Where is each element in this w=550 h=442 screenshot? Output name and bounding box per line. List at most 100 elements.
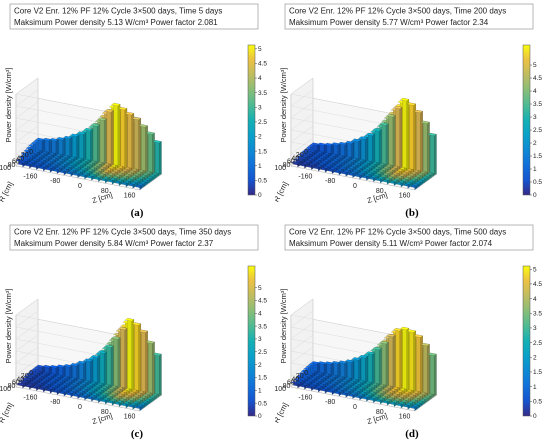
- z-axis-tick-label: 160: [124, 414, 136, 421]
- colorbar-tick-label: 5: [533, 266, 537, 273]
- z-axis-tick-label: -160: [23, 173, 37, 180]
- z-axis-tick-label: 80: [376, 188, 384, 195]
- bar: [358, 354, 368, 384]
- r-tick-label: 60: [287, 380, 295, 387]
- bar: [372, 346, 382, 387]
- bar: [393, 328, 403, 391]
- bar: [49, 365, 59, 377]
- colorbar-tick-label: 5: [258, 285, 262, 292]
- bar: [111, 102, 121, 168]
- panel-label: (b): [405, 207, 419, 219]
- z-axis-tick-label: 160: [399, 193, 411, 200]
- z-axis-label: Z [cm]: [366, 411, 389, 426]
- colorbar-tick-label: 4: [258, 75, 262, 82]
- colorbar-tick-label: 5: [533, 62, 537, 69]
- colorbar-tick-label: 2.5: [533, 127, 542, 134]
- panel-label: (a): [131, 207, 144, 219]
- chart-svg: Core V2 Enr. 12% PF 12% Cycle 3×500 days…: [0, 224, 267, 440]
- r-tick-label: 20: [296, 373, 304, 380]
- bar: [90, 355, 100, 385]
- colorbar: [247, 44, 256, 196]
- bar: [324, 361, 334, 377]
- header-line-1: Core V2 Enr. 12% PF 12% Cycle 3×500 days…: [289, 228, 506, 237]
- header-box: [284, 3, 534, 30]
- colorbar-tick-label: 2.5: [258, 119, 267, 126]
- colorbar-tick-label: 1.5: [533, 153, 542, 160]
- colorbar-tick-label: 4: [258, 310, 262, 317]
- grid-line: [290, 310, 416, 352]
- bar: [118, 107, 128, 170]
- bar: [42, 137, 52, 155]
- colorbar-tick-label: 1.5: [258, 375, 267, 382]
- colorbar-tick-label: 3.5: [533, 310, 542, 317]
- z-axis-tick-label: 80: [101, 188, 109, 195]
- z-axis-tick-label: 160: [399, 414, 411, 421]
- colorbar: [522, 265, 531, 417]
- z-axis-tick-label: -160: [23, 394, 37, 401]
- z-axis-tick-label: -80: [50, 399, 60, 406]
- bar: [310, 361, 320, 375]
- bar: [42, 364, 52, 376]
- z-axis-tick-label: 80: [101, 409, 109, 416]
- bar: [145, 131, 155, 175]
- r-tick-label: 60: [287, 159, 295, 166]
- bar: [104, 109, 114, 167]
- colorbar-tick-label: 1.5: [533, 369, 542, 376]
- r-tick-label: 0: [304, 149, 308, 156]
- z-axis-label: Z [cm]: [366, 190, 389, 205]
- bar: [427, 352, 437, 397]
- bar: [35, 364, 45, 375]
- colorbar-tick-label: 3.5: [258, 90, 267, 97]
- bar: [124, 111, 135, 171]
- bar: [97, 350, 107, 387]
- bar: [386, 114, 396, 168]
- bar: [331, 361, 341, 379]
- colorbar-tick-label: 2: [533, 354, 537, 361]
- colorbar-tick-label: 4.5: [533, 281, 542, 288]
- bar: [365, 351, 375, 385]
- header-line-1: Core V2 Enr. 12% PF 12% Cycle 3×500 days…: [14, 228, 231, 237]
- colorbar-tick-label: 4.5: [258, 61, 267, 68]
- bar: [124, 318, 135, 392]
- r-tick-label: 60: [12, 380, 20, 387]
- header-line-1: Core V2 Enr. 12% PF 12% Cycle 3×500 days…: [289, 7, 506, 16]
- bar: [56, 137, 66, 158]
- bar: [344, 359, 355, 381]
- bar: [69, 133, 80, 160]
- r-tick-label: 100: [275, 386, 286, 393]
- r-axis-label: R [cm]: [275, 401, 290, 424]
- z-axis-tick-label: -160: [298, 173, 312, 180]
- bar: [420, 342, 430, 396]
- r-tick-label: 40: [291, 155, 299, 162]
- panel-label: (c): [131, 428, 144, 440]
- r-axis-label: R [cm]: [0, 180, 15, 203]
- colorbar-tick-label: 4: [533, 296, 537, 303]
- grid-line: [15, 310, 141, 352]
- colorbar-tick-label: 1: [533, 166, 537, 173]
- z-axis-label: Z [cm]: [91, 190, 114, 205]
- colorbar-tick-label: 2: [258, 134, 262, 141]
- colorbar-tick-label: 2: [533, 140, 537, 147]
- colorbar-tick-label: 0: [533, 192, 537, 199]
- bar: [372, 128, 382, 166]
- bar: [62, 364, 73, 380]
- bar: [427, 132, 437, 176]
- bar: [406, 329, 417, 393]
- z-axis-tick-label: 0: [353, 183, 357, 190]
- bar: [118, 326, 128, 391]
- colorbar-tick-label: 1: [258, 388, 262, 395]
- panel-label: (d): [405, 428, 419, 440]
- bar: [131, 322, 142, 393]
- z-axis-tick-label: 0: [78, 183, 82, 190]
- header-line-1: Core V2 Enr. 12% PF 12% Cycle 3×500 days…: [14, 7, 222, 16]
- chart-svg: Core V2 Enr. 12% PF 12% Cycle 3×500 days…: [0, 3, 267, 219]
- z-axis-tick-label: 160: [124, 193, 136, 200]
- header-line-2: Maksimum Power density 5.13 W/cm³ Power …: [14, 18, 218, 27]
- r-tick-label: 100: [0, 386, 11, 393]
- bar: [420, 120, 430, 175]
- colorbar-tick-label: 1.5: [258, 148, 267, 155]
- r-tick-label: 20: [21, 152, 29, 159]
- r-tick-label: 40: [16, 376, 24, 383]
- bar: [379, 122, 389, 167]
